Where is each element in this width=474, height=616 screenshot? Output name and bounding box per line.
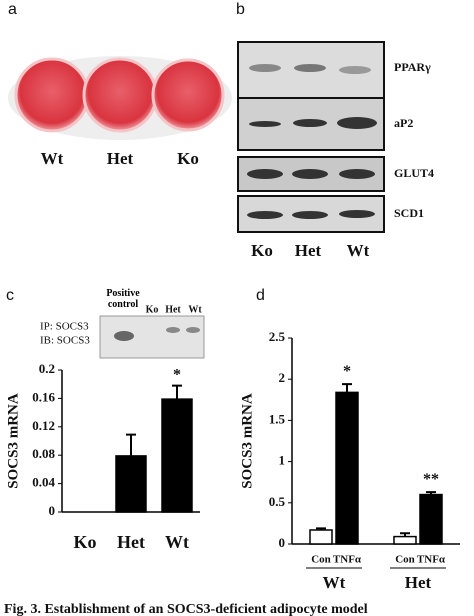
blot-row-label: IP: SOCS3: [40, 321, 89, 333]
petri-dishes: [8, 56, 232, 140]
y-tick-label: 0.04: [32, 475, 55, 490]
series-label: Con: [311, 554, 331, 566]
panel-label: b: [236, 1, 245, 18]
significance-mark: *: [173, 366, 181, 383]
blot-row-label: IB: SOCS3: [40, 335, 90, 347]
y-tick-label: 2: [279, 370, 286, 385]
y-tick-label: 1: [279, 453, 286, 468]
y-tick-label: 0: [279, 535, 286, 550]
lane-label: Het: [295, 241, 322, 260]
bar: [161, 398, 193, 513]
bar: [393, 535, 417, 545]
lane-label: Het: [165, 304, 181, 315]
genotype-label: Het: [107, 149, 134, 168]
lane-label: Positive control: [106, 288, 140, 310]
y-axis-label: SOCS3 mRNA: [5, 393, 21, 489]
panel-label: a: [8, 1, 17, 18]
error-bar: [426, 491, 436, 495]
y-tick-label: 2.5: [269, 329, 286, 344]
x-tick-label: Wt: [323, 573, 346, 592]
series-label: TNFα: [333, 554, 362, 566]
error-bar: [400, 532, 410, 537]
y-tick-label: 0: [49, 503, 56, 518]
lane-label: Wt: [347, 241, 370, 260]
lane-label: Ko: [146, 304, 159, 315]
blot-band: [114, 331, 134, 341]
y-tick-label: 0.12: [32, 418, 55, 433]
error-bar: [126, 433, 136, 456]
blot-band: [166, 327, 180, 333]
panel-label: c: [6, 287, 14, 304]
x-tick-label: Het: [405, 573, 432, 592]
protein-label: SCD1: [394, 206, 424, 220]
significance-mark: *: [343, 363, 351, 380]
error-bar: [316, 527, 326, 530]
genotype-label: Wt: [41, 149, 64, 168]
lane-label: Positive control: [106, 288, 140, 310]
bar: [335, 391, 359, 545]
caption: Fig. 3. Establishment of an SOCS3-defici…: [4, 602, 368, 616]
error-bar: [172, 384, 182, 400]
bar: [419, 493, 443, 545]
y-tick-label: 0.2: [39, 361, 55, 376]
lane-label: Ko: [251, 241, 273, 260]
y-tick-label: 0.16: [32, 389, 55, 404]
x-tick-label: Ko: [73, 532, 96, 552]
protein-label: GLUT4: [394, 166, 434, 180]
panel-label: d: [256, 287, 265, 304]
y-tick-label: 0.5: [269, 494, 286, 509]
lane-label: Wt: [188, 304, 202, 315]
genotype-label: Ko: [177, 149, 199, 168]
y-tick-label: 0.08: [32, 446, 55, 461]
x-tick-label: Wt: [165, 532, 189, 552]
bar: [115, 455, 147, 513]
blot-band: [186, 327, 200, 333]
protein-label: PPARγ: [394, 60, 431, 74]
blot-bands: [247, 64, 377, 219]
y-tick-label: 1.5: [269, 411, 286, 426]
bar: [309, 529, 333, 545]
x-tick-label: Het: [117, 532, 145, 552]
series-label: TNFα: [417, 554, 446, 566]
error-bar: [342, 383, 352, 393]
significance-mark: **: [423, 471, 439, 488]
protein-label: aP2: [394, 116, 413, 130]
series-label: Con: [395, 554, 415, 566]
y-axis-label: SOCS3 mRNA: [239, 393, 255, 489]
